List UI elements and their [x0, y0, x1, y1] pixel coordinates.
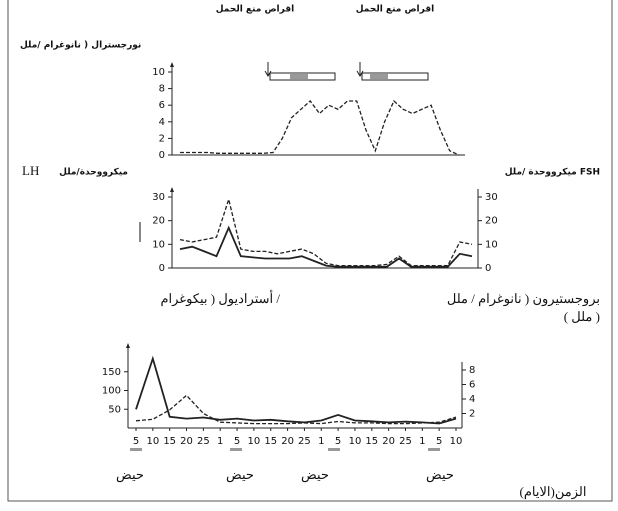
- y2-tick-label: 10: [485, 239, 498, 250]
- x-tick-label: 10: [248, 436, 261, 447]
- axis-label: الزمن(الايام): [520, 484, 587, 500]
- axis-label: نورجسترال ( نانوغرام /ملل: [20, 41, 141, 51]
- menses-label: حيض: [426, 467, 454, 483]
- menses-label: حيض: [301, 467, 329, 483]
- x-tick-label: 10: [146, 436, 159, 447]
- x-tick-label: 15: [163, 436, 176, 447]
- menses-label: حيض: [226, 467, 254, 483]
- y-tick-label: 20: [152, 216, 165, 227]
- y2-tick-label: 8: [469, 365, 475, 376]
- y2-tick-label: 6: [469, 380, 475, 391]
- pill-bar-fill: [290, 74, 308, 79]
- axis-arrow: [170, 187, 174, 192]
- line-series: [179, 197, 473, 267]
- y-tick-label: 10: [152, 239, 165, 250]
- axis-label: ( ملل ): [564, 309, 600, 324]
- x-tick-label: 15: [264, 436, 277, 447]
- x-tick-label: 5: [133, 436, 139, 447]
- pill-label: اقراص منع الحمل: [216, 5, 294, 15]
- x-tick-label: 5: [335, 436, 341, 447]
- y-tick-label: 150: [102, 367, 121, 378]
- frame: [7, 0, 613, 502]
- line-series: [180, 99, 460, 156]
- y-tick-label: 6: [159, 100, 165, 111]
- line-series: [135, 394, 457, 425]
- x-tick-label: 15: [365, 436, 378, 447]
- axis-arrow: [170, 62, 174, 67]
- y2-tick-label: 4: [469, 394, 475, 405]
- axis-label: أستراديول ( بيكوغرام /: [160, 290, 280, 307]
- x-tick-label: 20: [281, 436, 294, 447]
- x-tick-label: 10: [450, 436, 463, 447]
- x-tick-label: 20: [180, 436, 193, 447]
- x-tick-label: 25: [298, 436, 311, 447]
- x-tick-label: 1: [419, 436, 425, 447]
- y-tick-label: 4: [159, 117, 165, 128]
- y2-tick-label: 20: [485, 216, 498, 227]
- x-tick-label: 1: [217, 436, 223, 447]
- arrow: [264, 62, 364, 77]
- y-tick-label: 0: [159, 263, 165, 274]
- x-tick-label: 10: [349, 436, 362, 447]
- y-tick-label: 50: [108, 404, 121, 415]
- y-tick-label: 30: [152, 192, 165, 203]
- axis-arrow: [126, 343, 130, 348]
- menses-bars: [130, 448, 440, 451]
- y-tick-label: 0: [159, 150, 165, 161]
- pill-label: اقراص منع الحمل: [356, 5, 434, 15]
- y2-tick-label: 2: [469, 409, 475, 420]
- axis-label: ميكرووحدة/ملل: [59, 168, 128, 178]
- x-tick-label: 25: [399, 436, 412, 447]
- x-tick-label: 5: [436, 436, 442, 447]
- pill-bar-fill: [370, 74, 388, 79]
- x-tick-label: 25: [197, 436, 210, 447]
- y-tick-label: 10: [152, 67, 165, 78]
- y-tick-label: 2: [159, 133, 165, 144]
- axis-label: بروجستيرون ( نانوغرام / ملل: [447, 291, 600, 307]
- menses-label: حيض: [116, 467, 144, 483]
- pill-bar: [361, 72, 429, 81]
- line-series: [135, 355, 457, 425]
- line-series: [179, 225, 473, 268]
- y-tick-label: 8: [159, 84, 165, 95]
- axis-label: ميكرووحدة /ملل FSH: [505, 168, 600, 178]
- y-tick-label: 100: [102, 386, 121, 397]
- x-tick-label: 1: [318, 436, 324, 447]
- y2-tick-label: 30: [485, 192, 498, 203]
- x-tick-label: 5: [234, 436, 240, 447]
- y2-tick-label: 0: [485, 263, 491, 274]
- x-tick-label: 20: [382, 436, 395, 447]
- axis-label: LH: [22, 163, 39, 178]
